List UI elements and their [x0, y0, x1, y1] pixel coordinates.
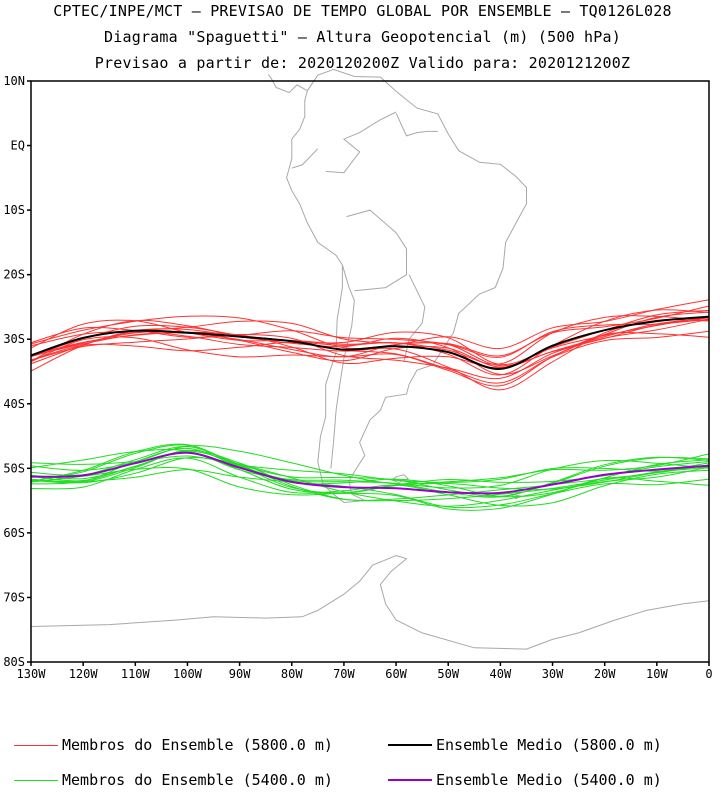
lon-tick-label: 20W [594, 667, 616, 681]
central-america-coastline [267, 74, 308, 94]
mean-line-5400 [30, 451, 710, 495]
member-line-5800 [30, 330, 710, 384]
lat-tick-label: 50S [3, 461, 25, 475]
title-line-3: Previsao a partir de: 2020120200Z Valido… [94, 54, 631, 72]
lat-tick-label: 20S [3, 268, 25, 282]
legend-label-members-5400: Membros do Ensemble (5400.0 m) [62, 771, 333, 789]
legend-label-members-5800: Membros do Ensemble (5800.0 m) [62, 736, 333, 754]
coastline-layer [30, 68, 710, 650]
lat-tick-label: EQ [11, 139, 25, 153]
antarctica-coastline [30, 554, 710, 650]
members-5400-layer [30, 443, 710, 511]
title-line-1: CPTEC/INPE/MCT – PREVISAO DE TEMPO GLOBA… [53, 2, 672, 20]
lat-tick-label: 70S [3, 590, 25, 604]
member-line-5400 [30, 448, 710, 489]
lon-tick-label: 50W [437, 667, 459, 681]
legend-item-mean-5800: Ensemble Medio (5800.0 m) [388, 736, 662, 754]
lon-tick-label: 100W [173, 667, 203, 681]
lon-tick-label: 80W [281, 667, 303, 681]
legend-item-mean-5400: Ensemble Medio (5400.0 m) [388, 771, 662, 789]
country-border [330, 264, 355, 469]
country-border [325, 111, 397, 174]
lon-tick-label: 60W [385, 667, 407, 681]
member-line-5800 [30, 315, 710, 365]
lat-tick-label: 60S [3, 526, 25, 540]
legend-label-mean-5400: Ensemble Medio (5400.0 m) [436, 771, 662, 789]
lon-tick-label: 130W [17, 667, 47, 681]
lat-tick-label: 40S [3, 397, 25, 411]
lat-tick-label: 10S [3, 203, 25, 217]
lon-tick-label: 90W [229, 667, 251, 681]
south-america-coastline [286, 68, 527, 504]
lon-tick-label: 0 [705, 667, 712, 681]
lon-tick-label: 70W [333, 667, 355, 681]
legend-swatch-members-5800 [14, 744, 58, 746]
lon-tick-label: 30W [542, 667, 564, 681]
member-line-5400 [30, 443, 710, 498]
lat-tick-label: 30S [3, 332, 25, 346]
lon-tick-label: 110W [121, 667, 151, 681]
lat-tick-label: 10N [3, 74, 25, 88]
mean-line-5800 [30, 315, 710, 370]
member-line-5800 [30, 319, 710, 391]
map-frame [30, 80, 710, 663]
member-line-5800 [30, 317, 710, 368]
member-line-5400 [30, 457, 710, 507]
members-5800-layer [30, 299, 710, 391]
member-line-5400 [30, 449, 710, 502]
legend-swatch-mean-5400 [388, 779, 432, 781]
member-line-5800 [30, 299, 710, 350]
country-border [346, 209, 407, 292]
legend-label-mean-5800: Ensemble Medio (5800.0 m) [436, 736, 662, 754]
lon-tick-label: 10W [646, 667, 668, 681]
legend-swatch-members-5400 [14, 779, 58, 781]
lon-tick-label: 120W [69, 667, 99, 681]
member-line-5400 [30, 450, 710, 501]
lon-tick-label: 40W [490, 667, 512, 681]
title-line-2: Diagrama "Spaguetti" – Altura Geopotenci… [104, 28, 621, 46]
lat-tick-label: 80S [3, 655, 25, 669]
mean-lines-layer [30, 315, 710, 495]
legend-item-members-5800: Membros do Ensemble (5800.0 m) [14, 736, 333, 754]
member-line-5800 [30, 316, 710, 367]
legend-item-members-5400: Membros do Ensemble (5400.0 m) [14, 771, 333, 789]
legend-swatch-mean-5800 [388, 744, 432, 746]
country-border [395, 113, 438, 137]
member-line-5400 [30, 444, 710, 497]
member-line-5400 [30, 445, 710, 485]
country-border [291, 148, 319, 169]
